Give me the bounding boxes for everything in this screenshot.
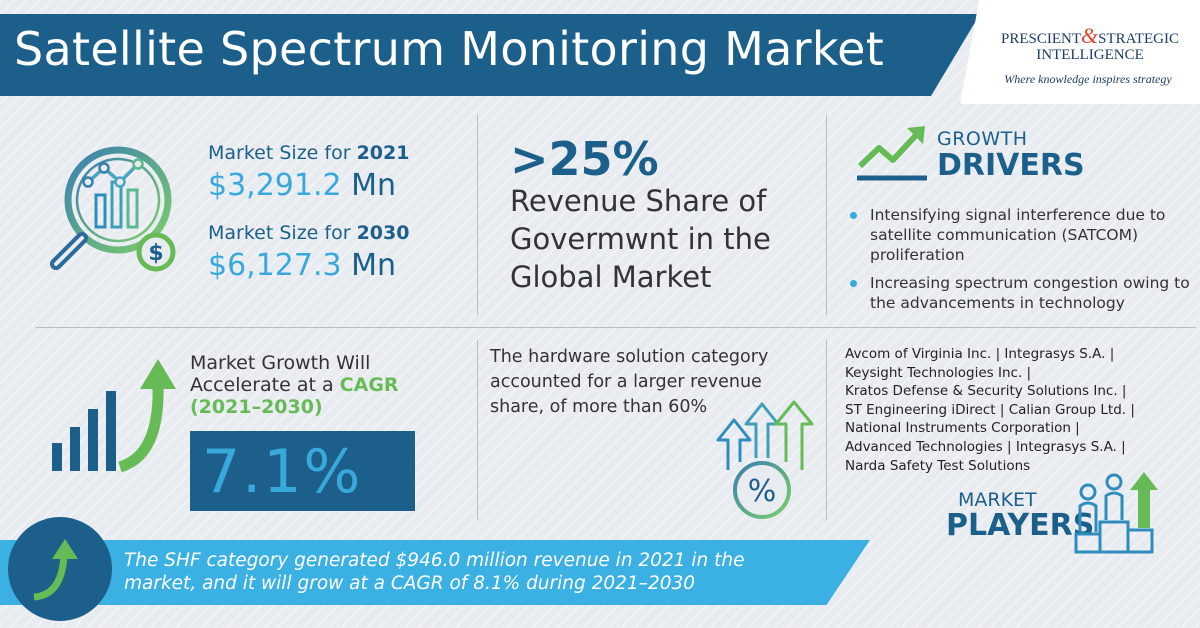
player-line: Keysight Technologies Inc. | — [845, 364, 1032, 381]
market-size-2021-value: $3,291.2 Mn — [208, 168, 396, 203]
market-size-2030-amount: $6,127.3 — [208, 248, 342, 283]
player-line: Avcom of Virginia Inc. | Integrasys S.A.… — [845, 346, 1115, 362]
market-size-2021-year: 2021 — [356, 142, 410, 164]
growth-drivers-heading-small: GROWTH — [937, 128, 1028, 150]
title-bar — [0, 14, 980, 96]
player-line: Advanced Technologies | Integrasys S.A. … — [845, 438, 1126, 455]
magnifier-chart-dollar-icon: $ — [50, 146, 176, 272]
market-size-2030-prefix: Market Size for — [208, 222, 351, 244]
logo-name-part1: PRESCIENT — [1001, 31, 1082, 47]
cagr-value-box: 7.1% — [190, 431, 415, 511]
market-players-heading-small: MARKET — [958, 489, 1037, 511]
bar-chart-arrow-icon — [52, 359, 176, 473]
cagr-line-2-prefix: Accelerate at a — [190, 374, 334, 396]
logo-tagline: Where knowledge inspires strategy — [1004, 72, 1172, 86]
government-share-description: Revenue Share of Govermwnt in the Global… — [510, 182, 820, 296]
logo-name-part2: STRATEGIC — [1098, 31, 1179, 47]
divider-vertical-3 — [477, 340, 478, 520]
footer-line-1: The SHF category generated $946.0 millio… — [124, 550, 745, 571]
market-size-2021-label: Market Size for 2021 — [208, 142, 409, 164]
footer-banner — [0, 540, 870, 605]
share-line-1: Revenue Share of — [510, 184, 767, 218]
player-line: ST Engineering iDirect | Calian Group Lt… — [845, 401, 1135, 418]
people-podium-icon — [1074, 472, 1158, 554]
market-players-heading-big: PLAYERS — [946, 508, 1095, 543]
market-size-2021-amount: $3,291.2 — [208, 168, 342, 203]
cagr-line-1: Market Growth Will — [190, 352, 371, 374]
cagr-period: (2021–2030) — [190, 396, 323, 418]
divider-vertical-2 — [826, 115, 827, 315]
market-size-2021-unit: Mn — [351, 168, 397, 203]
growth-drivers-heading-big: DRIVERS — [937, 148, 1085, 183]
logo-name: PRESCIENT&STRATEGIC INTELLIGENCE — [990, 25, 1190, 64]
growth-drivers-list: Intensifying signal interference due to … — [848, 205, 1193, 321]
market-size-2021-prefix: Market Size for — [208, 142, 351, 164]
market-size-2030-value: $6,127.3 Mn — [208, 248, 396, 283]
growth-driver-item: Intensifying signal interference due to … — [848, 205, 1193, 265]
market-size-2030-year: 2030 — [356, 222, 410, 244]
player-line: Narda Safety Test Solutions — [845, 457, 1031, 474]
player-line: Kratos Defense & Security Solutions Inc.… — [845, 383, 1127, 400]
player-line: National Instruments Corporation | — [845, 420, 1080, 437]
cagr-accent-word: CAGR — [339, 374, 399, 396]
divider-vertical-4 — [826, 340, 827, 520]
logo-name-line2: INTELLIGENCE — [1036, 47, 1144, 63]
government-share-percent: >25% — [510, 132, 659, 186]
market-players-list: Avcom of Virginia Inc. | Integrasys S.A.… — [845, 345, 1195, 475]
curved-arrow-icon — [33, 539, 78, 601]
market-size-2030-label: Market Size for 2030 — [208, 222, 409, 244]
growth-driver-item: Increasing spectrum congestion owing to … — [848, 273, 1193, 313]
cagr-description: Market Growth Will Accelerate at a CAGR … — [190, 352, 440, 418]
logo: PRESCIENT&STRATEGIC INTELLIGENCE Where k… — [960, 0, 1200, 104]
percent-arrows-icon: % — [716, 400, 814, 519]
cagr-line-2: Accelerate at a CAGR — [190, 374, 440, 396]
share-line-3: Global Market — [510, 260, 712, 294]
divider-vertical-1 — [477, 115, 478, 315]
share-line-2: Govermwnt in the — [510, 222, 771, 256]
divider-horizontal — [36, 327, 1196, 328]
page-title: Satellite Spectrum Monitoring Market — [14, 22, 885, 76]
hardware-share-text: The hardware solution category accounted… — [490, 347, 769, 417]
svg-text:%: % — [748, 474, 777, 509]
footer-text: The SHF category generated $946.0 millio… — [124, 549, 844, 595]
logo-ampersand: & — [1081, 23, 1099, 48]
svg-text:$: $ — [148, 241, 163, 266]
footer-line-2: market, and it will grow at a CAGR of 8.… — [124, 573, 696, 594]
market-size-2030-unit: Mn — [351, 248, 397, 283]
cagr-value: 7.1% — [202, 437, 363, 507]
trend-up-arrow-icon — [857, 126, 927, 181]
